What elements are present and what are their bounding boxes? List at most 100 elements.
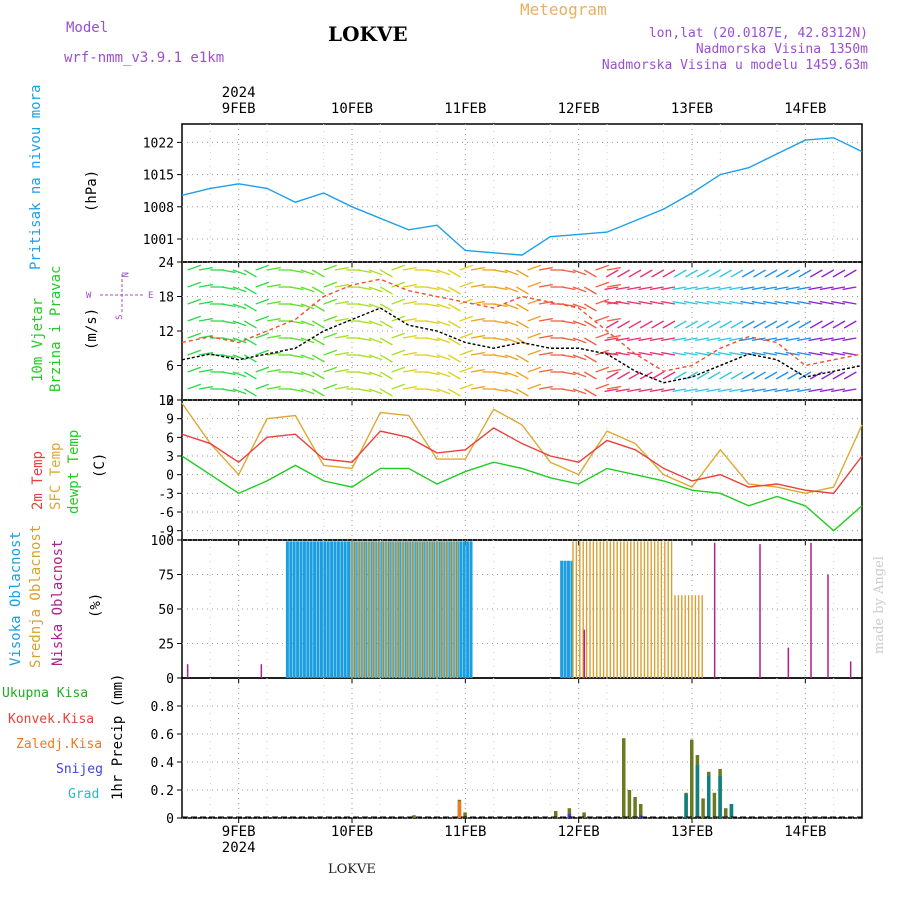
wind-arrow xyxy=(538,266,553,271)
wind-arrow xyxy=(605,320,619,329)
wind-arrow xyxy=(729,337,744,342)
wind-arrow xyxy=(808,286,823,291)
wind-arrow xyxy=(572,286,587,293)
precip-bar xyxy=(463,812,467,818)
precip-bar xyxy=(729,804,734,818)
precip-bar xyxy=(457,801,462,818)
wind-arrow xyxy=(595,383,610,390)
wind-arrow xyxy=(638,388,653,393)
wind-arrow xyxy=(255,315,270,322)
wind-arrow xyxy=(470,351,485,356)
precip-bar xyxy=(718,776,722,818)
wind-arrow xyxy=(740,351,755,356)
wind-arrow xyxy=(380,354,393,363)
wind-arrow xyxy=(448,371,461,380)
wind-arrow xyxy=(357,371,372,376)
wind-arrow xyxy=(244,286,257,295)
wind-arrow xyxy=(459,264,474,271)
wind-arrow xyxy=(255,383,270,390)
wind-arrow xyxy=(232,303,247,310)
wind-arrow xyxy=(651,371,664,380)
wind-arrow xyxy=(662,320,676,329)
wind-arrow xyxy=(470,385,485,390)
wind-arrow xyxy=(785,351,800,356)
wind-arrow xyxy=(334,266,349,271)
wind-arrow xyxy=(628,371,642,380)
wind-arrow xyxy=(639,320,653,329)
wind-arrow xyxy=(357,269,372,274)
wind-arrow xyxy=(695,300,710,305)
wind-arrow xyxy=(572,320,587,327)
wind-arrow xyxy=(649,351,664,356)
wind-arrow xyxy=(380,371,393,380)
wind-arrow xyxy=(672,337,687,342)
wind-arrow xyxy=(323,264,338,271)
wind-arrow xyxy=(617,269,630,278)
wind-arrow xyxy=(538,385,553,390)
wind-arrow xyxy=(561,303,576,308)
y-tick-label: 50 xyxy=(158,603,174,618)
wind-arrow xyxy=(323,383,338,390)
station-title: LOKVE xyxy=(328,22,408,46)
wind-arrow xyxy=(842,388,857,393)
wind-arrow xyxy=(312,303,325,312)
wind-arrow xyxy=(683,286,698,291)
wind-arrow xyxy=(775,320,789,329)
wind-arrow xyxy=(323,349,338,356)
wind-arrow xyxy=(380,388,393,397)
y-tick-label: 6 xyxy=(166,431,174,446)
y-tick-label: 0.2 xyxy=(151,784,174,799)
wind-arrow xyxy=(717,300,732,305)
wind-arrow xyxy=(751,300,766,305)
wind-arrow xyxy=(255,281,270,288)
wind-arrow xyxy=(493,320,508,325)
wind-arrow xyxy=(808,300,823,305)
wind-arrow xyxy=(604,388,619,393)
dewpt-line xyxy=(181,455,863,532)
wind-arrow xyxy=(493,354,508,359)
wind-arrow xyxy=(459,298,474,305)
precip-bar xyxy=(627,790,632,818)
wind-arrow xyxy=(561,269,576,274)
date-label-top: 10FEB xyxy=(331,101,373,117)
wind-arrow xyxy=(232,286,247,293)
wind-arrow xyxy=(504,354,519,361)
wind-arrow xyxy=(357,354,372,359)
y-tick-label: -6 xyxy=(158,506,174,521)
wind-arrow xyxy=(391,281,406,288)
precip-bar xyxy=(412,815,416,818)
y-tick-label: 0 xyxy=(166,812,174,827)
wind-arrow xyxy=(368,303,383,310)
date-label-bottom: 10FEB xyxy=(331,824,373,840)
wind-arrow xyxy=(516,371,529,380)
coords-label: lon,lat (20.0187E, 42.8312N) xyxy=(648,26,868,41)
wind-arrow xyxy=(628,320,642,329)
year-label-bottom: 2024 xyxy=(222,840,256,856)
wind-arrow xyxy=(312,269,325,278)
wind-arrow xyxy=(187,349,202,356)
wind-arrow xyxy=(425,337,440,342)
wind-arrow xyxy=(436,320,451,327)
wind-arrow xyxy=(334,351,349,356)
wind-arrow xyxy=(819,286,834,291)
wind-arrow xyxy=(255,332,270,339)
wind-arrow xyxy=(842,286,857,291)
wind-arrow xyxy=(798,371,812,380)
wind-arrow xyxy=(821,269,834,278)
wind-arrow xyxy=(741,371,755,380)
wind-arrow xyxy=(729,388,744,393)
legend-snow: Snijeg xyxy=(56,762,103,777)
legend-freezing-rain: Zaledj.Kisa xyxy=(16,737,103,752)
precip-bar xyxy=(567,808,572,818)
wind-arrow xyxy=(300,320,315,327)
wind-arrow xyxy=(832,320,846,329)
wind-arrow xyxy=(266,385,281,390)
wind-arrow xyxy=(436,303,451,310)
wind-arrow xyxy=(729,300,744,305)
wind-arrow xyxy=(615,300,630,305)
wind-arrow xyxy=(774,351,789,356)
y-tick-label: 25 xyxy=(158,638,174,653)
wind-arrow xyxy=(538,300,553,305)
wind-arrow xyxy=(266,351,281,356)
elevation-label: Nadmorska Visina 1350m xyxy=(695,42,868,57)
